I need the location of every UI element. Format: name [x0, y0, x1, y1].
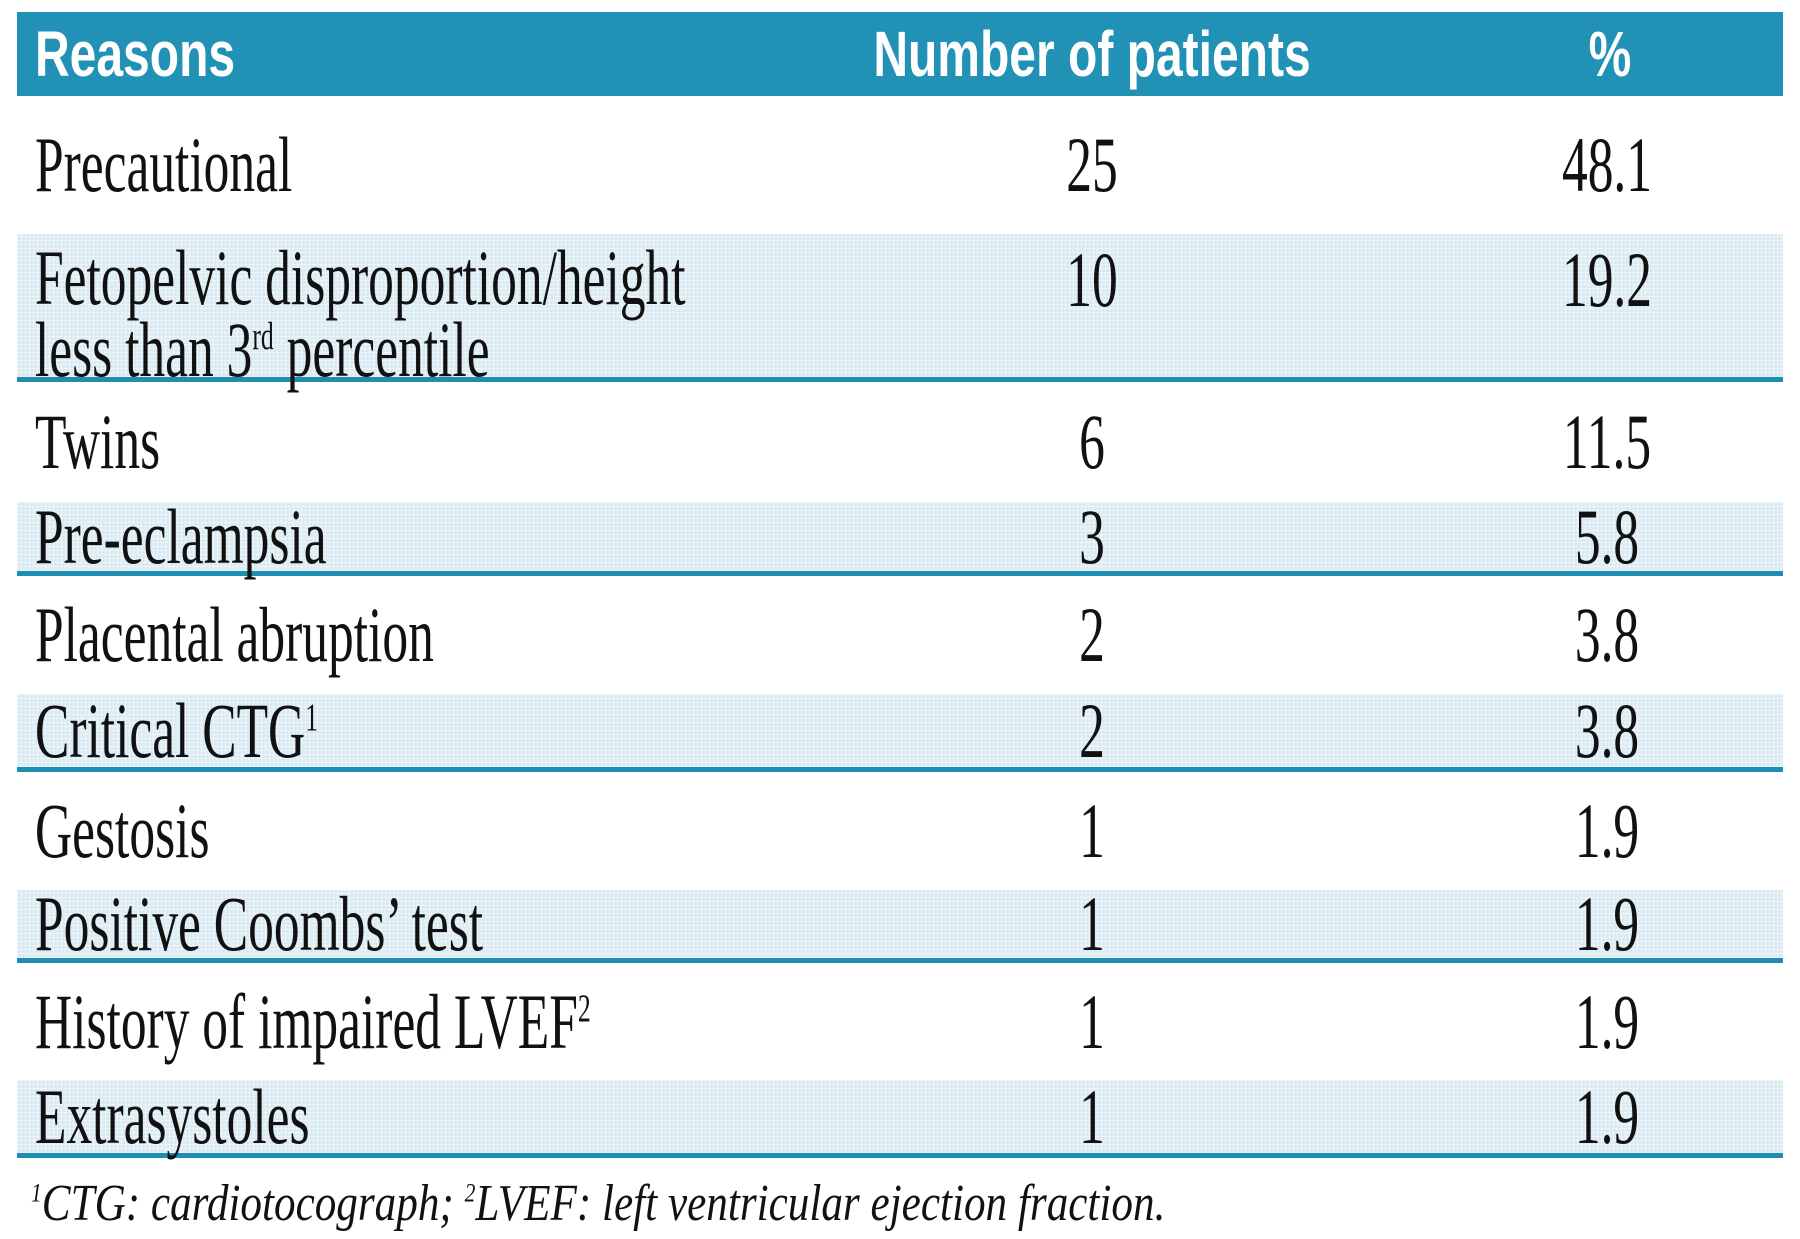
percent-cell: 5.8 [1574, 492, 1640, 580]
table-row: Twins 6 11.5 [17, 382, 1783, 502]
footnote-text: 1CTG: cardiotocograph; 2LVEF: left ventr… [31, 1175, 1166, 1232]
percent-cell: 1.9 [1574, 880, 1640, 967]
reason-cell: Twins [35, 398, 161, 485]
table-body: Precautional 25 48.1 Fetopelvic disproporti… [17, 96, 1783, 1158]
table-row: Gestosis 1 1.9 [17, 772, 1783, 890]
reason-cell: Critical CTG1 [35, 686, 319, 774]
table-row: Pre-eclampsia 3 5.8 [17, 492, 1783, 580]
patients-cell: 6 [1079, 398, 1105, 485]
header-patients: Number of patients [873, 18, 1311, 90]
table-row: Fetopelvic disproportion/height less than… [17, 234, 1783, 389]
patients-cell: 1 [1079, 977, 1105, 1065]
percent-cell: 1.9 [1574, 1072, 1640, 1160]
table-row: Precautional 25 48.1 [17, 96, 1783, 234]
superscript-marker: 2 [464, 1178, 476, 1208]
reason-cell: Gestosis [35, 787, 210, 874]
table-header: Reasons Number of patients % [17, 12, 1783, 96]
patients-cell: 1 [1079, 1072, 1105, 1160]
table-row: Critical CTG1 2 3.8 [17, 686, 1783, 774]
patients-cell: 2 [1079, 591, 1105, 678]
reason-cell: Positive Coombs’ test [35, 880, 484, 967]
patients-cell: 3 [1079, 492, 1105, 580]
table-row: Extrasystoles 1 1.9 [17, 1072, 1783, 1160]
reason-cell: Pre-eclampsia [35, 492, 327, 580]
reason-cell: History of impaired LVEF2 [35, 977, 591, 1065]
table-row: Positive Coombs’ test 1 1.9 [17, 880, 1783, 967]
patients-cell: 25 [1066, 121, 1118, 208]
reason-cell: Fetopelvic disproportion/height less than… [35, 234, 686, 393]
percent-cell: 3.8 [1574, 686, 1640, 774]
superscript-marker: 1 [31, 1178, 42, 1208]
reason-cell: Precautional [35, 121, 293, 208]
table-row: History of impaired LVEF2 1 1.9 [17, 963, 1783, 1080]
percent-cell: 48.1 [1561, 121, 1653, 208]
reason-cell: Extrasystoles [35, 1072, 310, 1160]
superscript-marker: 1 [305, 695, 319, 739]
table-row: Placental abruption 2 3.8 [17, 576, 1783, 694]
patients-cell: 2 [1079, 686, 1105, 774]
percent-cell: 19.2 [1561, 236, 1653, 323]
percent-cell: 11.5 [1562, 398, 1652, 485]
superscript-marker: rd [252, 315, 274, 358]
header-reasons: Reasons [35, 18, 236, 90]
header-percent: % [1588, 18, 1632, 90]
table-footnote: 1CTG: cardiotocograph; 2LVEF: left ventr… [17, 1158, 1783, 1234]
patients-cell: 10 [1066, 236, 1118, 323]
patients-cell: 1 [1079, 787, 1105, 874]
reason-cell: Placental abruption [35, 591, 434, 678]
patients-cell: 1 [1079, 880, 1105, 967]
percent-cell: 3.8 [1574, 591, 1640, 678]
percent-cell: 1.9 [1574, 787, 1640, 874]
reasons-table: Reasons Number of patients % Precautiona… [17, 12, 1783, 1234]
superscript-marker: 2 [577, 986, 591, 1030]
percent-cell: 1.9 [1574, 977, 1640, 1065]
